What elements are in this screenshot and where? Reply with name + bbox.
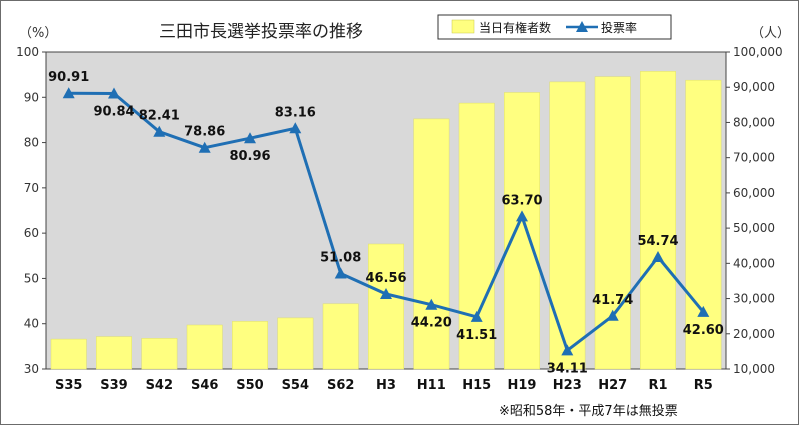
left-tick-label: 90 [24,90,39,104]
turnout-marker-S54 [289,122,302,134]
bar-H15 [458,102,495,370]
bar-S54 [277,317,314,370]
turnout-label-S50: 80.96 [229,149,270,164]
bar-H19 [504,92,540,370]
right-tick-label: 50,000 [733,221,775,235]
category-label-H19: H19 [508,378,537,393]
category-label-S39: S39 [100,378,127,393]
left-tick-label: 30 [24,362,39,376]
turnout-marker-H19 [516,210,528,222]
category-label-H23: H23 [553,378,582,393]
category-label-R5: R5 [694,378,713,393]
turnout-marker-H23 [561,344,574,356]
category-label-H11: H11 [417,378,446,393]
right-tick-label: 100,000 [733,45,783,59]
right-tick-label: 80,000 [733,115,775,129]
right-tick-label: 90,000 [733,80,775,94]
bar-S39 [96,336,132,370]
turnout-label-R1: 54.74 [637,234,678,249]
footnote: ※昭和58年・平成7年は無投票 [499,403,678,419]
left-axis-unit: （%） [19,26,57,41]
left-tick-label: 40 [24,317,39,331]
turnout-label-S39: 90.84 [93,105,134,120]
legend-label-turnout: 投票率 [601,20,637,35]
category-label-S42: S42 [146,378,173,393]
legend-bar-swatch [451,19,475,34]
right-tick-label: 60,000 [733,186,775,200]
left-tick-label: 70 [24,181,39,195]
bar-S42 [141,338,178,370]
turnout-marker-S50 [244,132,256,144]
turnout-marker-S46 [198,141,211,153]
turnout-label-H11: 44.20 [411,316,452,331]
bar-H23 [549,81,586,370]
turnout-marker-H27 [606,309,619,321]
left-tick-label: 80 [24,136,39,150]
bar-R1 [640,71,676,370]
bar-S35 [50,338,87,370]
turnout-label-S62: 51.08 [320,251,361,266]
right-tick-label: 20,000 [733,327,775,341]
category-label-S46: S46 [191,378,218,393]
right-tick-label: 30,000 [733,292,775,306]
category-label-S54: S54 [282,378,309,393]
bar-H11 [413,118,450,370]
turnout-label-H27: 41.74 [592,293,633,308]
bar-S50 [232,321,268,370]
turnout-marker-H11 [425,298,438,310]
left-tick-label: 50 [24,271,39,285]
turnout-marker-R5 [697,305,710,317]
legend-box [437,14,672,40]
right-axis-unit: （人） [751,26,790,41]
legend-triangle-marker [576,21,588,32]
chart-title: 三田市長選挙投票率の推移 [159,22,363,42]
bar-H3 [368,243,404,370]
left-tick-label: 100 [16,45,39,59]
turnout-label-R5: 42.60 [683,323,724,338]
turnout-marker-S39 [108,87,120,99]
category-label-R1: R1 [648,378,667,393]
turnout-marker-H15 [470,310,483,322]
turnout-label-H15: 41.51 [456,328,497,343]
category-label-H3: H3 [376,378,396,393]
bar-S62 [322,303,359,370]
legend-label-electorate: 当日有権者数 [479,20,551,35]
turnout-marker-S42 [153,125,166,137]
turnout-marker-H3 [380,288,392,299]
turnout-label-H19: 63.70 [501,193,542,208]
right-tick-label: 70,000 [733,151,775,165]
bar-H27 [594,76,631,370]
right-tick-label: 10,000 [733,362,775,376]
turnout-label-S35: 90.91 [48,70,89,85]
category-label-S62: S62 [327,378,354,393]
turnout-marker-R1 [652,251,664,262]
category-label-H15: H15 [462,378,491,393]
turnout-label-S54: 83.16 [275,105,316,120]
right-tick-label: 40,000 [733,256,775,270]
category-label-H27: H27 [598,378,627,393]
category-label-S50: S50 [236,378,263,393]
turnout-label-H23: 34.11 [547,361,588,376]
turnout-label-S42: 82.41 [139,109,180,124]
turnout-label-S46: 78.86 [184,125,225,140]
legend: 当日有権者数 投票率 [437,14,672,40]
bar-R5 [685,79,722,370]
bar-S46 [186,324,223,370]
category-label-S35: S35 [55,378,82,393]
turnout-label-H3: 46.56 [365,271,406,286]
turnout-marker-S35 [62,87,75,99]
left-tick-label: 60 [24,226,39,240]
turnout-marker-S62 [334,267,347,279]
